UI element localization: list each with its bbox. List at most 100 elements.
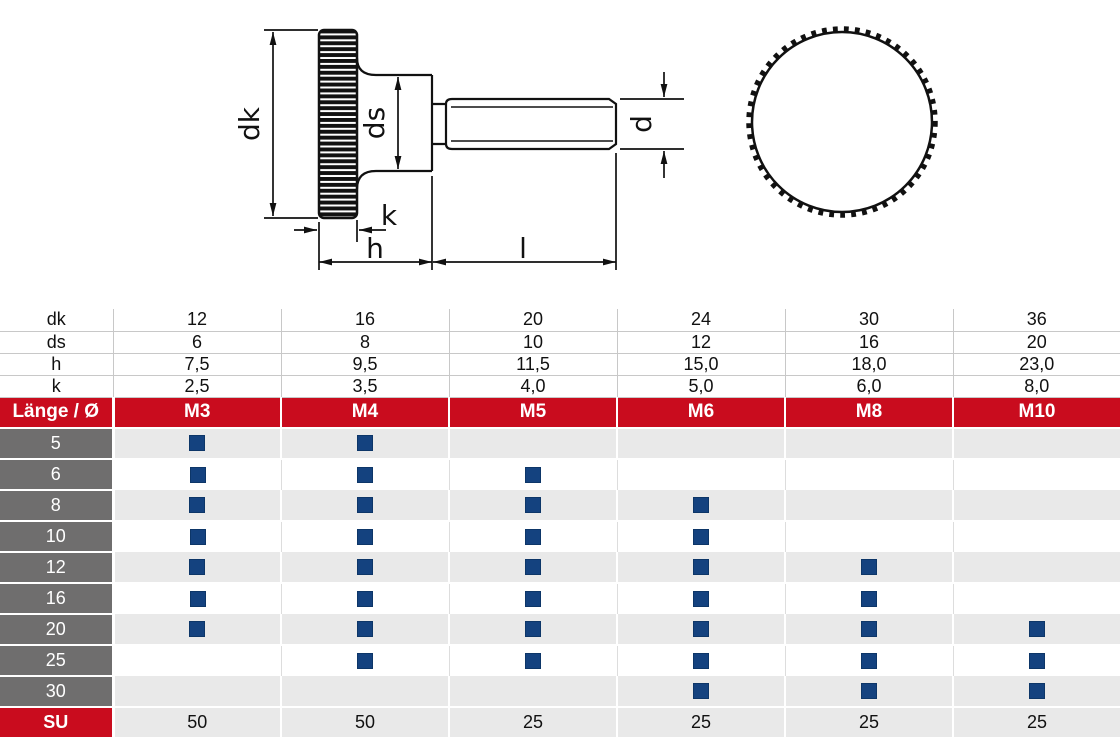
- spec-value: 30: [785, 309, 954, 332]
- availability-cell: [953, 645, 1120, 676]
- availability-square: [693, 528, 709, 545]
- length-label: 16: [0, 583, 115, 615]
- spec-value: 7,5: [113, 353, 282, 376]
- availability-cell: [785, 459, 954, 490]
- length-row-16: 16: [0, 583, 1120, 615]
- availability-cell: [281, 459, 450, 490]
- spec-value: 6,0: [785, 375, 954, 398]
- availability-cell: [953, 521, 1120, 552]
- length-row-8: 8: [0, 490, 1120, 522]
- dim-d: [620, 72, 684, 178]
- availability-square: [189, 466, 206, 483]
- su-value: 25: [953, 707, 1120, 737]
- availability-cell: [281, 583, 450, 614]
- availability-square: [525, 496, 541, 513]
- spec-value: 15,0: [617, 353, 786, 376]
- spec-value: 10: [449, 331, 618, 354]
- availability-square: [1029, 620, 1045, 637]
- head-outline-circle: [750, 30, 934, 214]
- shoulder: [355, 57, 434, 190]
- spec-value: 8,0: [953, 375, 1120, 398]
- availability-cell: [617, 490, 786, 522]
- availability-cell: [281, 521, 450, 552]
- availability-square: [357, 466, 373, 483]
- availability-square: [861, 590, 877, 607]
- spec-value: 16: [281, 309, 450, 332]
- availability-square: [189, 590, 206, 607]
- availability-cell: [281, 676, 450, 708]
- dim-label-k: k: [381, 199, 398, 232]
- spec-row-k: k 2,5 3,5 4,0 5,0 6,0 8,0: [0, 375, 1120, 398]
- availability-square: [861, 558, 877, 575]
- availability-cell: [281, 490, 450, 522]
- size-label: M5: [449, 397, 618, 429]
- spec-row-dk: dk 12 16 20 24 30 36: [0, 309, 1120, 332]
- spec-value: 4,0: [449, 375, 618, 398]
- availability-cell: [449, 583, 618, 614]
- availability-cell: [281, 428, 450, 460]
- availability-cell: [449, 676, 618, 708]
- availability-cell: [953, 583, 1120, 614]
- availability-cell: [785, 614, 954, 646]
- availability-cell: [785, 645, 954, 676]
- availability-square: [693, 620, 709, 637]
- availability-cell: [785, 552, 954, 584]
- availability-cell: [113, 521, 282, 552]
- size-label: M4: [281, 397, 450, 429]
- size-label: M10: [953, 397, 1120, 429]
- availability-cell: [449, 552, 618, 584]
- availability-cell: [281, 614, 450, 646]
- availability-square: [693, 496, 709, 513]
- spec-value: 16: [785, 331, 954, 354]
- dim-l: [433, 153, 617, 270]
- availability-cell: [113, 614, 282, 646]
- availability-square: [525, 620, 541, 637]
- spec-table-body: dk 12 16 20 24 30 36 ds 6 8 10 12 16 20 h 7,5 9,5 11,5 15,…: [0, 309, 1120, 737]
- dim-k: [294, 220, 386, 242]
- availability-cell: [113, 552, 282, 584]
- availability-cell: [785, 490, 954, 522]
- availability-cell: [617, 428, 786, 460]
- su-value: 25: [785, 707, 954, 737]
- availability-square: [693, 558, 709, 575]
- availability-square: [693, 682, 709, 699]
- length-label: 5: [0, 428, 115, 460]
- su-value: 25: [449, 707, 618, 737]
- su-value: 50: [113, 707, 282, 737]
- availability-cell: [113, 459, 282, 490]
- availability-square: [357, 528, 373, 545]
- availability-cell: [785, 583, 954, 614]
- length-label: 8: [0, 490, 115, 522]
- availability-square: [525, 652, 541, 669]
- availability-square: [189, 558, 206, 575]
- dim-label-h: h: [366, 232, 384, 265]
- spec-value: 36: [953, 309, 1120, 332]
- su-value: 25: [617, 707, 786, 737]
- thread: [444, 97, 618, 151]
- spec-value: 24: [617, 309, 786, 332]
- spec-value: 12: [617, 331, 786, 354]
- availability-square: [189, 435, 206, 452]
- length-row-20: 20: [0, 614, 1120, 646]
- availability-cell: [617, 552, 786, 584]
- availability-square: [693, 652, 709, 669]
- spec-value: 20: [449, 309, 618, 332]
- length-label: 12: [0, 552, 115, 584]
- availability-cell: [449, 645, 618, 676]
- spec-value: 23,0: [953, 353, 1120, 376]
- front-view: [746, 26, 938, 218]
- spec-value: 18,0: [785, 353, 954, 376]
- spec-label: h: [0, 353, 114, 376]
- availability-square: [357, 496, 373, 513]
- length-label: 20: [0, 614, 115, 646]
- availability-cell: [953, 428, 1120, 460]
- availability-cell: [953, 490, 1120, 522]
- spec-value: 2,5: [113, 375, 282, 398]
- availability-square: [861, 620, 877, 637]
- dim-dk: [264, 29, 318, 219]
- availability-square: [189, 528, 206, 545]
- dim-label-d: d: [625, 115, 658, 133]
- availability-cell: [617, 645, 786, 676]
- availability-square: [1028, 652, 1045, 669]
- availability-square: [861, 682, 877, 699]
